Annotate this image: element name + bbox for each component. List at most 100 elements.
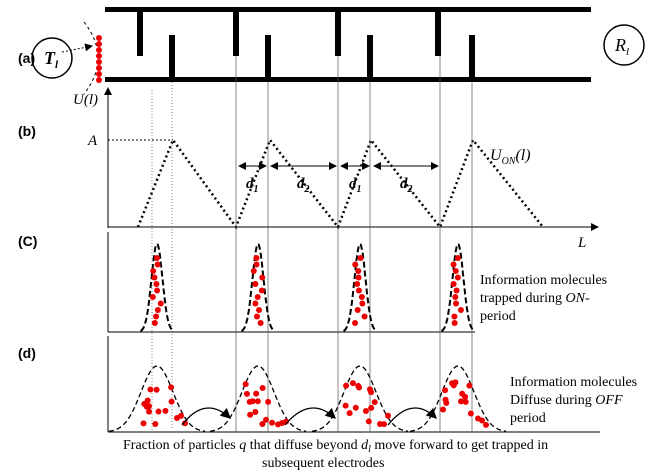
molecule [452, 300, 459, 307]
molecule [342, 402, 349, 409]
note: period [480, 309, 516, 324]
molecules [96, 35, 489, 428]
molecule [252, 408, 259, 415]
molecule [349, 380, 356, 387]
emission-arrow [61, 43, 93, 53]
molecule [147, 386, 154, 393]
note: Information molecules [510, 375, 637, 390]
molecule [256, 307, 263, 313]
trapped-curve [140, 242, 174, 332]
note: Diffuse during OFF [510, 393, 623, 408]
main: d [297, 176, 305, 192]
sub: 2 [304, 184, 310, 195]
molecule [253, 255, 260, 261]
molecule [352, 320, 359, 326]
molecule [356, 384, 363, 391]
diffused-curve [409, 365, 507, 432]
molecule [365, 418, 372, 425]
sub: l [626, 46, 629, 58]
molecule [96, 77, 102, 83]
note: trapped during ON- [480, 291, 590, 306]
sub: 2 [407, 184, 413, 195]
caption: subsequent electrodes [262, 456, 384, 471]
molecule [467, 410, 474, 417]
molecule [151, 274, 158, 281]
molecule [269, 419, 276, 426]
sub: l [55, 59, 59, 71]
layout [31, 7, 645, 433]
molecule [151, 320, 158, 326]
tail: (l) [515, 147, 530, 164]
molecule [443, 400, 450, 407]
panel-label: (C) [18, 233, 37, 249]
trapped-curve [343, 242, 377, 332]
molecule [352, 404, 359, 411]
molecule [450, 261, 457, 268]
trapped-curve [241, 242, 275, 332]
electrodes [137, 12, 475, 77]
text: OFF [595, 393, 623, 408]
molecule [252, 300, 259, 307]
molecule [168, 384, 175, 391]
receiver-circle [603, 24, 645, 66]
molecule [343, 382, 350, 389]
text: q [239, 438, 246, 453]
molecule [242, 381, 249, 388]
molecule [168, 398, 175, 405]
molecule [144, 397, 151, 404]
molecule [157, 300, 164, 307]
caption: Fraction of particles q that diffuse bey… [123, 438, 548, 455]
trapped-curve [441, 242, 475, 332]
text: Diffuse during [510, 393, 595, 408]
sub: ON [502, 156, 517, 167]
main: T [44, 48, 56, 68]
molecule [254, 398, 261, 405]
molecule [442, 387, 449, 394]
molecule [355, 268, 362, 274]
molecule [466, 382, 473, 389]
molecule [252, 281, 259, 287]
molecule [149, 294, 156, 300]
molecule [357, 255, 364, 261]
molecule [153, 386, 160, 393]
molecule [96, 41, 102, 47]
molecule [440, 406, 447, 413]
molecule [454, 255, 461, 261]
panel-label: (b) [18, 123, 36, 139]
text: that diffuse beyond [246, 438, 361, 453]
molecule [362, 408, 369, 415]
molecule [96, 65, 102, 71]
main: d [246, 176, 254, 192]
molecule [96, 35, 102, 41]
molecule [371, 399, 378, 406]
molecule [146, 408, 153, 415]
molecule [259, 384, 266, 391]
molecule [361, 313, 368, 320]
molecule [259, 274, 266, 281]
molecule [154, 261, 161, 268]
molecule [355, 287, 362, 294]
emission-arc [83, 21, 99, 95]
molecule [283, 418, 289, 425]
molecule [451, 320, 458, 326]
molecule [155, 408, 162, 415]
molecule [453, 287, 460, 294]
molecule [381, 421, 387, 428]
forward-arrows [181, 407, 437, 426]
x-axis-label: L [577, 235, 586, 251]
molecule [483, 421, 489, 428]
text: move forward to get trapped in [371, 438, 548, 453]
potential-curve [136, 137, 544, 230]
molecule [257, 320, 264, 326]
molecule [96, 71, 102, 77]
molecule [154, 287, 161, 294]
molecule [153, 255, 160, 261]
molecule [366, 386, 373, 393]
channel-top [105, 7, 591, 12]
text: l [368, 444, 371, 455]
molecule [247, 411, 254, 418]
molecule [454, 274, 461, 281]
main: R [614, 35, 626, 55]
text: d [361, 438, 369, 453]
